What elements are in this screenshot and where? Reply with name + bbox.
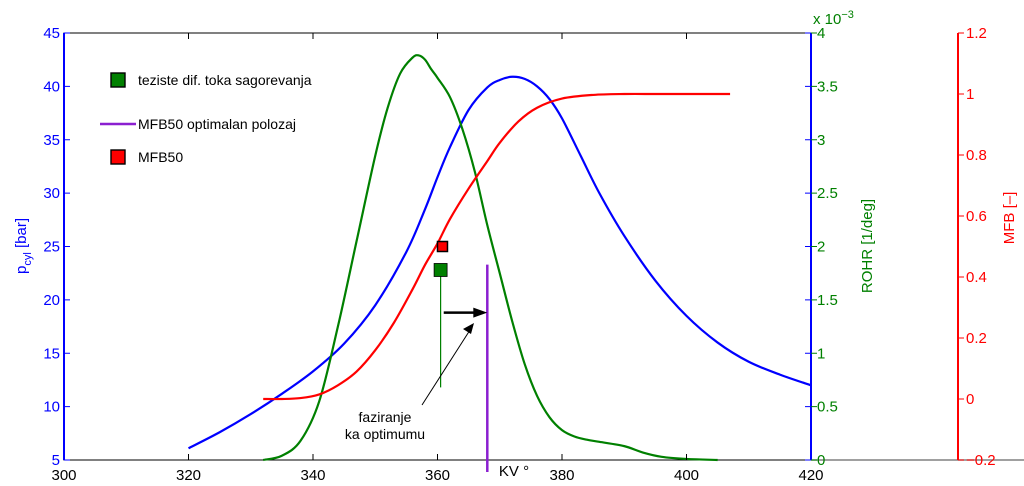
x-tick-label: 360 [425,467,450,484]
x-tick-label: 340 [300,467,325,484]
rohr-tick-label: 2.5 [817,185,838,202]
mfb-tick-label: 0.2 [966,330,987,347]
rohr-axis-label: ROHR [1/deg] [859,199,876,293]
mfb-tick-label: 1 [966,86,974,103]
rohr-tick-label: 0 [817,452,825,469]
pressure-tick-label: 45 [43,25,60,42]
annotation-pointer-head [463,323,474,334]
legend: teziste dif. toka sagorevanja MFB50 optim… [100,72,312,165]
x-tick-label: 320 [176,467,201,484]
annotation-text: ka optimumu [345,426,425,442]
pressure-tick-label: 25 [43,239,60,256]
pressure-tick-label: 35 [43,132,60,149]
mfb-tick-label: 1.2 [966,25,987,42]
x-axis-label: KV ° [499,463,529,480]
series-line-rohr [262,54,718,462]
rohr-tick-label: 3.5 [817,78,838,95]
legend-swatch-square [110,149,126,165]
mfb-tick-label: 0.8 [966,147,987,164]
x-tick-label: 300 [51,467,76,484]
rohr-multiplier-base: x 10 [813,11,841,28]
rohr-tick-label: 0.5 [817,399,838,416]
series-layer [187,54,812,462]
rohr-tick-label: 3 [817,132,825,149]
rohr-centroid-marker [433,263,448,277]
annotation-pointer-line [421,329,471,406]
pressure-tick-label: 20 [43,292,60,309]
mfb-axis-label: MFB [–] [1001,192,1018,245]
pressure-axis-label: pcyl [bar] [13,218,34,274]
rohr-tick-label: 1.5 [817,292,838,309]
marker-layer [433,240,489,472]
legend-label: teziste dif. toka sagorevanja [138,72,312,88]
legend-swatch-square [110,72,126,88]
annotation-text: faziranje [359,409,412,425]
rohr-multiplier-exp: −3 [841,9,854,21]
mfb-tick-label: −0.2 [966,452,996,469]
pressure-label-sub: cyl [22,252,34,265]
rohr-multiplier: x 10−3 [813,9,854,28]
mfb-tick-label: 0 [966,391,974,408]
mfb-tick-label: 0.4 [966,269,987,286]
series-line-pcyl [187,75,812,450]
pressure-label-rest: [bar] [13,218,30,252]
pressure-tick-label: 40 [43,78,60,95]
x-tick-label: 420 [798,467,823,484]
rohr-tick-label: 2 [817,239,825,256]
pressure-tick-label: 10 [43,399,60,416]
pressure-tick-label: 5 [52,452,60,469]
rohr-tick-label: 4 [817,25,825,42]
mfb-tick-label: 0.6 [966,208,987,225]
rohr-tick-label: 1 [817,345,825,362]
mfb50-marker [436,240,449,253]
pressure-label-main: p [13,266,30,274]
x-tick-label: 400 [674,467,699,484]
series-line-mfb [263,92,731,401]
legend-label: MFB50 optimalan polozaj [138,116,296,132]
pressure-tick-label: 15 [43,345,60,362]
phasing-arrow-head [473,307,488,318]
legend-label: MFB50 [138,149,183,165]
x-tick-label: 380 [549,467,574,484]
pressure-tick-label: 30 [43,185,60,202]
